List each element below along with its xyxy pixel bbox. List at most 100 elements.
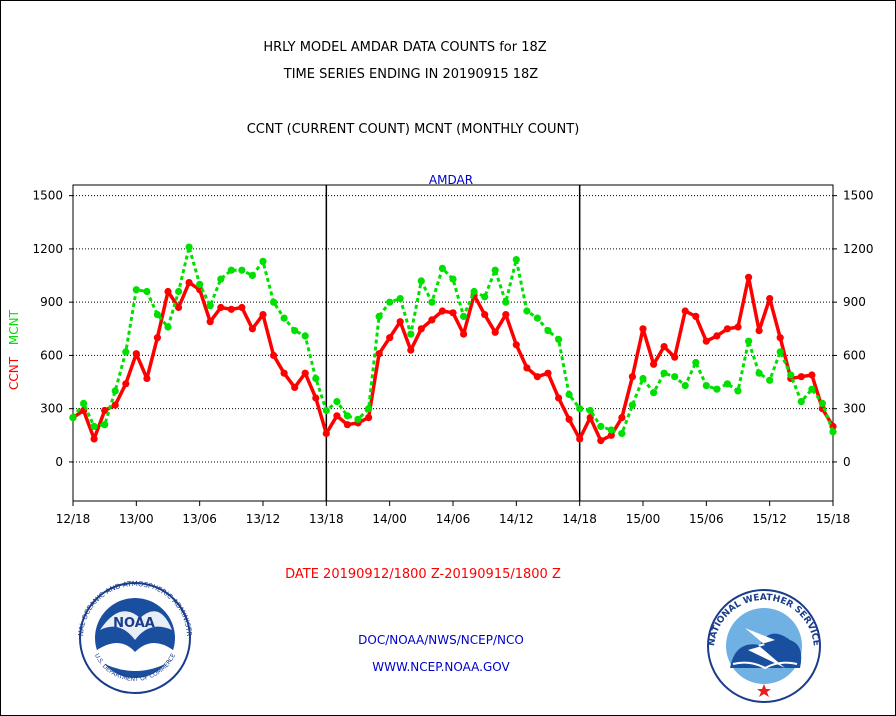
data-point-mcnt <box>533 314 542 322</box>
data-point-mcnt <box>291 327 299 335</box>
data-point-mcnt <box>523 307 531 315</box>
data-point-ccnt <box>628 373 637 381</box>
data-point-ccnt <box>713 332 721 340</box>
data-point-mcnt <box>333 398 341 406</box>
data-point-ccnt <box>681 307 689 315</box>
data-point-mcnt <box>787 371 795 379</box>
data-point-mcnt <box>502 298 510 306</box>
noaa-logo: NOAA NATIONAL OCEANIC AND ATMOSPHERIC AD… <box>0 0 193 694</box>
y-tick-label: 1200 <box>32 242 63 256</box>
data-point-ccnt <box>259 311 267 319</box>
data-point-mcnt <box>164 323 172 331</box>
data-point-mcnt <box>375 312 383 320</box>
data-point-ccnt <box>206 318 214 326</box>
data-point-ccnt <box>417 325 425 333</box>
x-tick-label: 13/06 <box>182 512 217 526</box>
data-point-mcnt <box>818 399 827 407</box>
data-point-ccnt <box>702 337 710 345</box>
data-point-ccnt <box>333 412 341 420</box>
x-tick-label: 12/18 <box>56 512 91 526</box>
data-point-mcnt <box>132 286 140 294</box>
data-point-mcnt <box>713 385 721 393</box>
series-mcnt <box>69 243 837 438</box>
data-point-mcnt <box>460 312 468 320</box>
data-point-ccnt <box>576 435 584 443</box>
data-point-mcnt <box>512 256 520 264</box>
data-point-mcnt <box>322 406 330 415</box>
data-point-mcnt <box>597 422 605 430</box>
data-point-ccnt <box>101 406 109 415</box>
y-tick-label-right: 300 <box>843 402 866 416</box>
data-point-mcnt <box>723 380 732 388</box>
y-axis-label: CCNT MCNT <box>7 309 21 390</box>
y-tick-label-right: 1200 <box>843 242 874 256</box>
data-point-ccnt <box>650 360 658 368</box>
data-point-mcnt <box>343 412 351 420</box>
data-point-mcnt <box>206 302 214 310</box>
x-tick-label: 14/12 <box>499 512 534 526</box>
data-point-mcnt <box>829 428 837 436</box>
data-point-mcnt <box>438 264 446 272</box>
data-point-mcnt <box>122 348 130 356</box>
data-point-ccnt <box>90 435 98 443</box>
data-point-mcnt <box>491 266 499 274</box>
data-point-ccnt <box>533 373 542 381</box>
data-point-mcnt <box>555 335 563 343</box>
data-point-mcnt <box>69 414 77 422</box>
data-point-ccnt <box>386 334 394 342</box>
data-point-mcnt <box>143 287 151 296</box>
data-point-ccnt <box>512 341 520 349</box>
data-point-ccnt <box>555 394 563 402</box>
x-tick-label: 15/12 <box>752 512 787 526</box>
x-tick-label: 13/18 <box>309 512 344 526</box>
data-point-ccnt <box>175 303 183 312</box>
data-point-ccnt <box>766 295 774 303</box>
data-point-ccnt <box>481 311 489 319</box>
data-point-mcnt <box>185 243 193 251</box>
y-tick-label-right: 1500 <box>843 189 874 203</box>
data-point-mcnt <box>386 298 394 306</box>
data-point-mcnt <box>660 369 668 377</box>
data-point-mcnt <box>565 390 573 399</box>
data-point-mcnt <box>797 398 805 406</box>
data-point-ccnt <box>312 394 320 402</box>
data-point-ccnt <box>164 287 172 296</box>
data-point-ccnt <box>449 309 457 317</box>
data-point-mcnt <box>481 293 489 301</box>
data-point-ccnt <box>491 328 499 336</box>
y-axis-ticks: 0 0 300 300 600 600 900 900 1200 1200 1500 1500 <box>32 189 873 469</box>
data-point-ccnt <box>301 369 309 377</box>
data-point-mcnt <box>576 405 584 413</box>
data-point-mcnt <box>755 369 763 377</box>
data-point-mcnt <box>692 358 700 367</box>
data-point-mcnt <box>227 266 235 274</box>
x-axis-ticks: 12/18 13/00 13/06 13/12 13/18 14/00 14/06 14/12… <box>56 501 850 526</box>
x-tick-label: 13/12 <box>246 512 281 526</box>
noaa-logo-text: NOAA <box>113 616 155 631</box>
data-point-ccnt <box>671 353 679 361</box>
data-point-ccnt <box>745 273 753 281</box>
data-point-ccnt <box>122 380 130 388</box>
data-point-mcnt <box>766 376 774 384</box>
data-point-ccnt <box>396 318 404 326</box>
data-point-ccnt <box>692 312 700 320</box>
data-point-mcnt <box>808 385 816 393</box>
y-tick-label-right: 600 <box>843 348 866 362</box>
data-point-ccnt <box>280 369 288 377</box>
data-point-mcnt <box>470 287 478 296</box>
x-tick-label: 15/00 <box>626 512 661 526</box>
data-point-mcnt <box>111 387 119 395</box>
series-ccnt <box>69 273 837 445</box>
y-tick-label: 900 <box>40 295 63 309</box>
data-point-ccnt <box>607 431 615 439</box>
data-point-mcnt <box>628 401 637 409</box>
x-tick-label: 15/06 <box>689 512 724 526</box>
y-axis-label-ccnt: CCNT <box>7 356 21 390</box>
series-line-mcnt <box>71 245 835 435</box>
data-point-ccnt <box>185 279 193 287</box>
data-point-mcnt <box>80 399 88 407</box>
data-point-ccnt <box>365 414 373 422</box>
data-point-mcnt <box>776 348 784 356</box>
data-point-ccnt <box>248 325 256 333</box>
